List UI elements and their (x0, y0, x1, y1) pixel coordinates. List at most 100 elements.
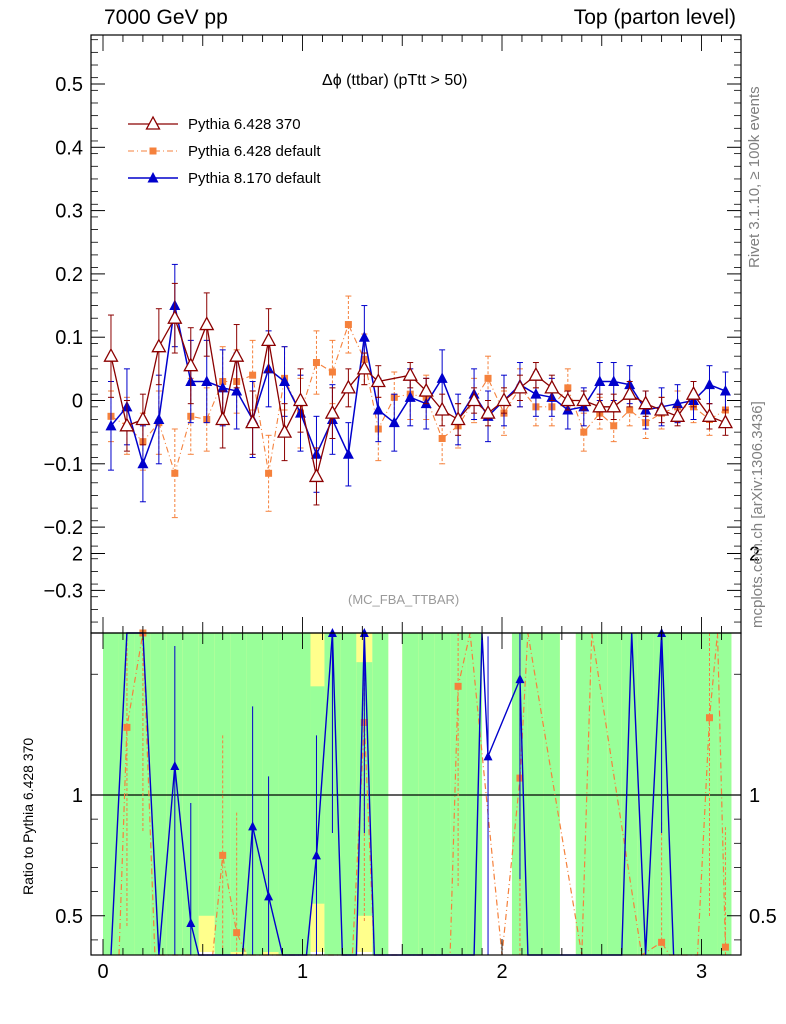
green-band-8 (230, 633, 247, 952)
ratio-point-0-3 (233, 929, 241, 937)
data-point-1-30 (580, 428, 588, 436)
ratio-plot-area (103, 633, 732, 955)
data-point-0-22 (466, 392, 482, 407)
data-point-2-0 (105, 419, 117, 431)
beam-label: 7000 GeV pp (104, 6, 228, 29)
data-point-0-29 (576, 392, 592, 407)
data-point-0-1 (119, 417, 135, 432)
ratio-point-1-4 (311, 850, 321, 860)
data-point-2-18 (388, 416, 400, 428)
data-point-1-21 (438, 434, 446, 442)
data-point-0-35 (669, 407, 686, 422)
ratio-point-0-5 (454, 682, 462, 690)
y-tick-label-8: −0.3 (44, 580, 83, 602)
green-band-5 (182, 633, 199, 955)
data-point-2-11 (279, 375, 291, 387)
y-tick-label-4: 0.1 (55, 327, 83, 349)
data-point-0-8 (229, 347, 245, 362)
legend-entry-p6-370: Pythia 6.428 370 (188, 116, 301, 133)
data-point-0-21 (450, 411, 466, 426)
data-point-0-20 (434, 401, 450, 416)
data-point-2-15 (342, 448, 354, 459)
data-point-0-37 (701, 407, 718, 422)
data-point-0-6 (199, 316, 215, 331)
ratio-axis-label: Ratio to Pythia 6.428 370 (20, 737, 36, 895)
legend-markers (128, 115, 178, 183)
ratio-point-1-2 (248, 821, 258, 831)
green-band-15 (340, 633, 357, 955)
data-point-2-27 (530, 388, 542, 399)
ratio-line-0 (118, 632, 726, 957)
data-point-0-38 (717, 414, 734, 429)
data-point-0-33 (638, 395, 654, 410)
data-point-0-11 (276, 423, 293, 438)
data-point-0-23 (480, 404, 496, 419)
data-point-2-17 (372, 403, 384, 415)
data-point-0-7 (215, 411, 231, 426)
data-point-1-15 (344, 321, 352, 329)
ratio-point-0-0 (123, 723, 131, 731)
green-band-3 (150, 633, 167, 955)
main-marks (103, 263, 734, 519)
data-point-0-2 (135, 411, 151, 426)
y-tick-label-7: −0.2 (44, 517, 83, 539)
data-point-0-25 (512, 379, 528, 394)
data-point-0-14 (324, 404, 341, 419)
data-point-0-18 (402, 366, 418, 381)
series-line-2 (110, 305, 726, 467)
data-point-2-32 (608, 375, 620, 387)
green-band-35 (717, 633, 732, 955)
data-point-0-28 (560, 392, 576, 407)
ratio-y-label-left-1: 1 (72, 785, 83, 807)
legend-marker-0 (145, 115, 161, 130)
ratio-y-label-right-0: 2 (749, 544, 760, 566)
green-band-25 (543, 633, 560, 955)
data-point-0-4 (167, 309, 183, 324)
data-point-0-36 (685, 385, 702, 400)
data-point-0-15 (340, 379, 356, 394)
data-point-2-21 (436, 372, 448, 383)
data-point-1-29 (564, 384, 572, 392)
x-tick-label-3: 3 (696, 961, 707, 983)
data-point-2-3 (153, 413, 165, 424)
y-tick-label-5: 0 (72, 391, 83, 413)
data-point-2-16 (358, 331, 370, 342)
y-tick-label-3: 0.2 (55, 264, 83, 286)
legend-entry-p6-default: Pythia 6.428 default (188, 143, 321, 160)
data-point-1-10 (265, 469, 273, 477)
ratio-point-0-8 (721, 943, 729, 951)
data-point-2-36 (672, 397, 684, 409)
axes: 0.5 0.4 0.3 0.2 0.1 0 −0.1 −0.2 −0.3 2 2 1 1 0.5 0.5 0 1… (44, 34, 777, 983)
analysis-label: (MC_FBA_TTBAR) (348, 592, 460, 607)
data-point-2-31 (594, 375, 606, 387)
green-band-9 (246, 633, 263, 955)
data-point-0-32 (622, 385, 638, 400)
ratio-marks (91, 628, 741, 957)
green-band-10 (262, 633, 279, 952)
data-point-0-0 (103, 347, 119, 362)
data-point-0-12 (292, 392, 309, 407)
data-point-0-17 (370, 373, 386, 388)
green-band-0 (103, 633, 119, 955)
data-point-0-26 (528, 366, 544, 381)
ratio-point-1-8 (515, 674, 525, 684)
data-point-2-7 (217, 381, 229, 393)
green-band-11 (278, 633, 295, 955)
data-point-2-19 (404, 391, 416, 402)
legend-marker-2 (147, 172, 159, 183)
x-tick-label-0: 0 (97, 961, 108, 983)
ratio-point-0-9 (658, 938, 666, 946)
ratio-point-1-7 (483, 751, 493, 761)
legend-marker-1 (149, 147, 157, 155)
plot-title: Δϕ (ttbar) (pTtt > 50) (322, 72, 468, 89)
data-point-1-9 (249, 371, 257, 379)
process-label: Top (parton level) (573, 6, 736, 29)
ratio-y-label-left-0: 2 (72, 544, 83, 566)
green-band-27 (591, 633, 608, 955)
data-point-0-34 (654, 401, 670, 416)
data-point-1-14 (328, 368, 336, 376)
data-point-2-6 (201, 375, 213, 387)
x-tick-label-2: 2 (496, 961, 507, 983)
green-band-20 (434, 633, 451, 955)
data-point-0-13 (308, 468, 325, 483)
